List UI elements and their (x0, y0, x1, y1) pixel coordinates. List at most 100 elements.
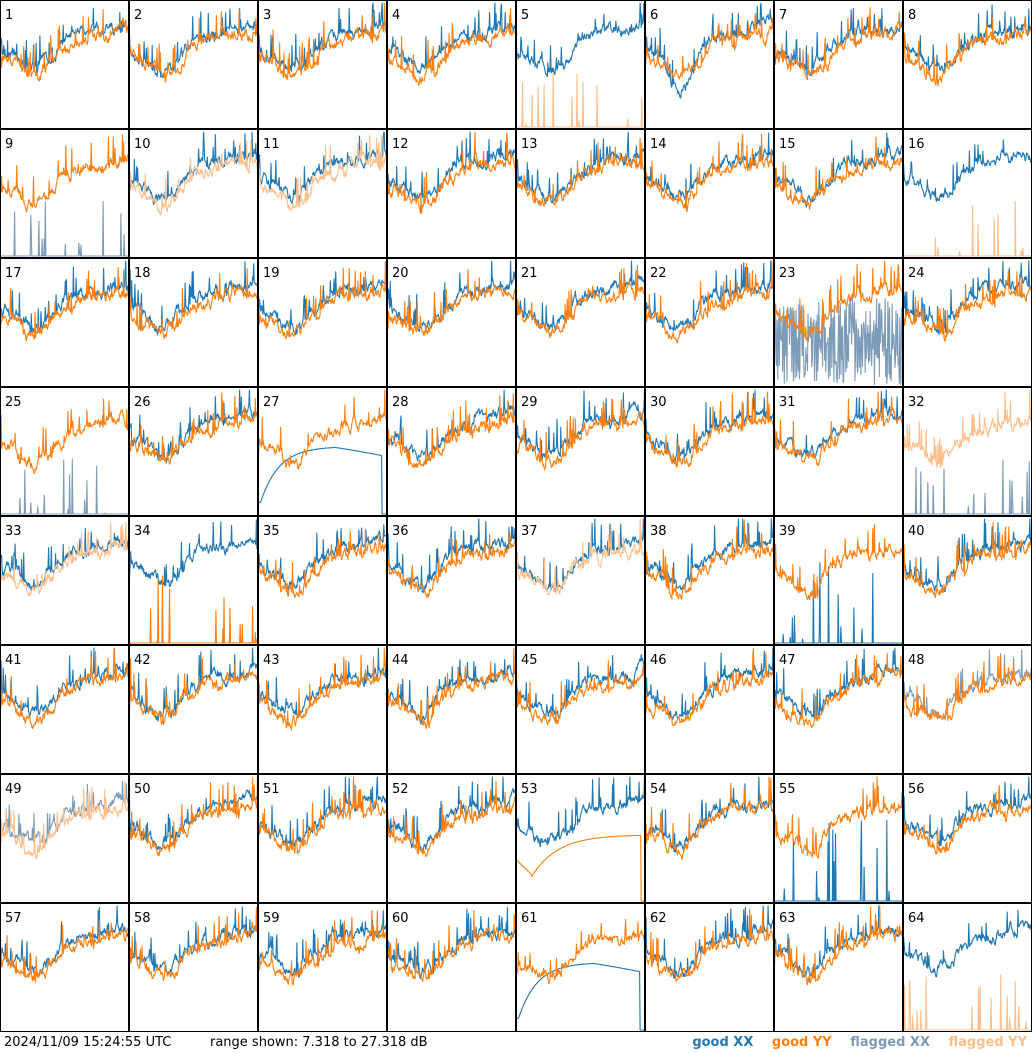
trace-yy (258, 909, 387, 986)
panel-41: 41 (0, 645, 129, 774)
panel-label: 56 (908, 782, 925, 797)
panel-label: 53 (521, 782, 538, 797)
panel-border (645, 903, 774, 1032)
panel-label: 22 (650, 266, 667, 281)
panel-label: 59 (263, 911, 280, 926)
panel-64: 64 (903, 903, 1032, 1032)
panel-54: 54 (645, 774, 774, 903)
panel-label: 36 (392, 524, 409, 539)
panel-background (903, 903, 1032, 1032)
panel-traces (774, 7, 903, 81)
panel-traces (774, 389, 903, 467)
panel-traces (774, 260, 903, 386)
trace-yy (774, 136, 903, 210)
panel-border (516, 645, 645, 774)
panel-label: 4 (392, 8, 400, 23)
panel-label: 37 (521, 524, 538, 539)
legend-good-yy: good YY (771, 1035, 832, 1050)
panel-label: 20 (392, 266, 409, 281)
trace-yy (516, 137, 645, 207)
panel-traces (516, 518, 645, 596)
panel-label: 34 (134, 524, 151, 539)
panel-46: 46 (645, 645, 774, 774)
trace-yy (516, 399, 645, 471)
panel-47: 47 (774, 645, 903, 774)
trace-yy (0, 647, 129, 730)
panel-border (258, 903, 387, 1032)
trace-xx (903, 518, 1032, 593)
panel-traces (516, 260, 645, 339)
panel-label: 51 (263, 782, 280, 797)
panel-traces (774, 524, 903, 644)
panel-label: 58 (134, 911, 151, 926)
panel-traces (903, 260, 1032, 342)
panel-label: 21 (521, 266, 538, 281)
panel-label: 14 (650, 137, 667, 152)
panel-label: 39 (779, 524, 796, 539)
panel-label: 30 (650, 395, 667, 410)
trace-yy (0, 398, 129, 474)
panel-border (516, 0, 645, 129)
panel-44: 44 (387, 645, 516, 774)
trace-xx (516, 654, 645, 720)
trace-xx (258, 776, 387, 848)
panel-label: 7 (779, 8, 787, 23)
panel-label: 5 (521, 8, 529, 23)
trace-yy (774, 905, 903, 986)
panel-15: 15 (774, 129, 903, 258)
panel-border (0, 258, 129, 387)
panel-border (129, 258, 258, 387)
panel-border (0, 903, 129, 1032)
panel-traces (0, 647, 129, 730)
trace-yy (387, 781, 516, 858)
panel-40: 40 (903, 516, 1032, 645)
panel-52: 52 (387, 774, 516, 903)
panel-traces (258, 524, 387, 598)
trace-xx (774, 647, 903, 719)
trace-xx (903, 459, 1032, 515)
panel-38: 38 (645, 516, 774, 645)
panel-traces (516, 131, 645, 207)
trace-yy (129, 658, 258, 725)
trace-yy (129, 575, 258, 644)
panel-26: 26 (129, 387, 258, 516)
trace-xx (258, 647, 387, 719)
trace-yy (129, 392, 258, 465)
panel-label: 40 (908, 524, 925, 539)
panel-61: 61 (516, 903, 645, 1032)
panel-19: 19 (258, 258, 387, 387)
panel-traces (903, 909, 1032, 1031)
trace-yy (387, 268, 516, 337)
panel-border (387, 903, 516, 1032)
panel-border (903, 0, 1032, 129)
panel-border (645, 516, 774, 645)
panel-border (516, 516, 645, 645)
trace-xx (774, 389, 903, 459)
panel-border (516, 258, 645, 387)
panel-42: 42 (129, 645, 258, 774)
panel-traces (903, 776, 1032, 855)
panel-label: 33 (5, 524, 22, 539)
panel-7: 7 (774, 0, 903, 129)
panel-border (516, 774, 645, 903)
panel-border (903, 645, 1032, 774)
panel-20: 20 (387, 258, 516, 387)
trace-yy (903, 655, 1032, 722)
trace-yy (903, 390, 1032, 469)
trace-xx (129, 519, 258, 588)
panel-traces (774, 647, 903, 729)
panel-label: 43 (263, 653, 280, 668)
panel-border (129, 516, 258, 645)
trace-yy (516, 72, 645, 128)
legend-flagged-xx: flagged XX (850, 1035, 930, 1050)
panel-traces (0, 905, 129, 983)
panel-border (774, 774, 903, 903)
panel-border (129, 387, 258, 516)
panel-label: 2 (134, 8, 142, 23)
panel-border (774, 645, 903, 774)
trace-xx (516, 389, 645, 460)
panel-59: 59 (258, 903, 387, 1032)
panel-border (129, 129, 258, 258)
panel-traces (0, 260, 129, 342)
trace-yy (0, 9, 129, 82)
